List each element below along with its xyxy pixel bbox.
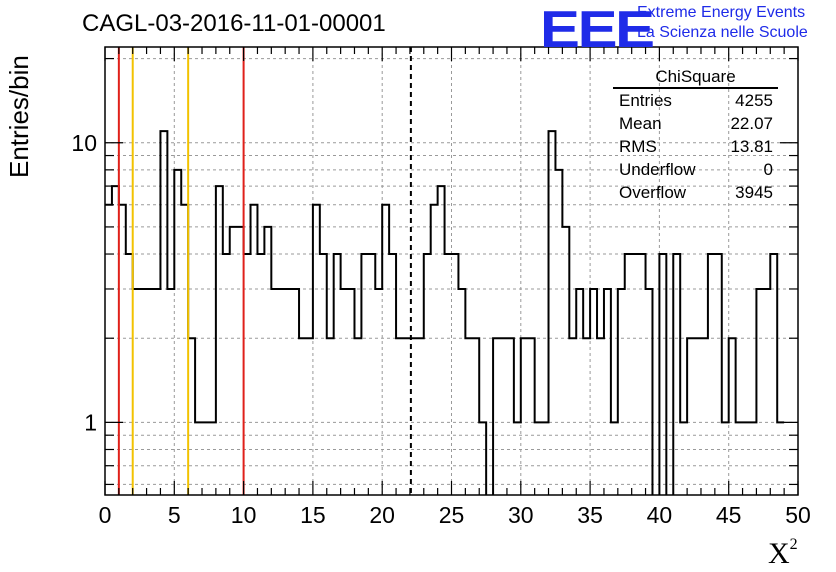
- x-tick-label: 45: [716, 502, 742, 528]
- stats-row-rms: RMS 13.81: [613, 135, 778, 158]
- stats-row-entries: Entries 4255: [613, 89, 778, 112]
- stats-box: ChiSquare Entries 4255 Mean 22.07 RMS 13…: [613, 66, 778, 204]
- x-tick-label: 15: [300, 502, 326, 528]
- x-tick-label: 0: [99, 502, 112, 528]
- histogram: [105, 130, 785, 495]
- y-tick-label: 1: [84, 409, 97, 435]
- x-tick-label: 10: [231, 502, 257, 528]
- x-tick-label: 35: [577, 502, 603, 528]
- stats-value: 0: [763, 160, 773, 179]
- histogram-outline: [105, 130, 785, 495]
- stats-label: Overflow: [619, 183, 687, 202]
- logo-line-1: Extreme Energy Events: [637, 4, 806, 21]
- x-tick-label: 5: [168, 502, 181, 528]
- plot-title: CAGL-03-2016-11-01-00001: [82, 10, 386, 37]
- x-tick-label: 20: [369, 502, 395, 528]
- stats-label: Mean: [619, 114, 662, 133]
- stats-label: Entries: [619, 91, 672, 110]
- stats-row-underflow: Underflow 0: [613, 158, 778, 181]
- x-axis-label: X2: [768, 536, 798, 570]
- stats-label: Underflow: [619, 160, 696, 179]
- stats-row-mean: Mean 22.07: [613, 112, 778, 135]
- x-tick-label: 40: [647, 502, 673, 528]
- x-tick-label: 50: [785, 502, 811, 528]
- y-tick-label: 10: [71, 130, 97, 156]
- stats-value: 4255: [735, 91, 773, 110]
- x-tick-label: 30: [508, 502, 534, 528]
- stats-row-overflow: Overflow 3945: [613, 181, 778, 204]
- stats-value: 3945: [735, 183, 773, 202]
- stats-title: ChiSquare: [613, 66, 778, 89]
- logo-line-2: La Scienza nelle Scuole: [637, 24, 808, 41]
- stats-value: 13.81: [730, 137, 773, 156]
- x-tick-label: 25: [439, 502, 465, 528]
- eee-logo: EEE: [540, 1, 655, 59]
- axes: 0 5 10 15 20 25 30 35 40 45 50 1 10: [71, 46, 811, 528]
- reference-lines: [117, 47, 412, 495]
- stats-label: RMS: [619, 137, 657, 156]
- stats-value: 22.07: [730, 114, 773, 133]
- y-axis-label: Entries/bin: [4, 55, 34, 178]
